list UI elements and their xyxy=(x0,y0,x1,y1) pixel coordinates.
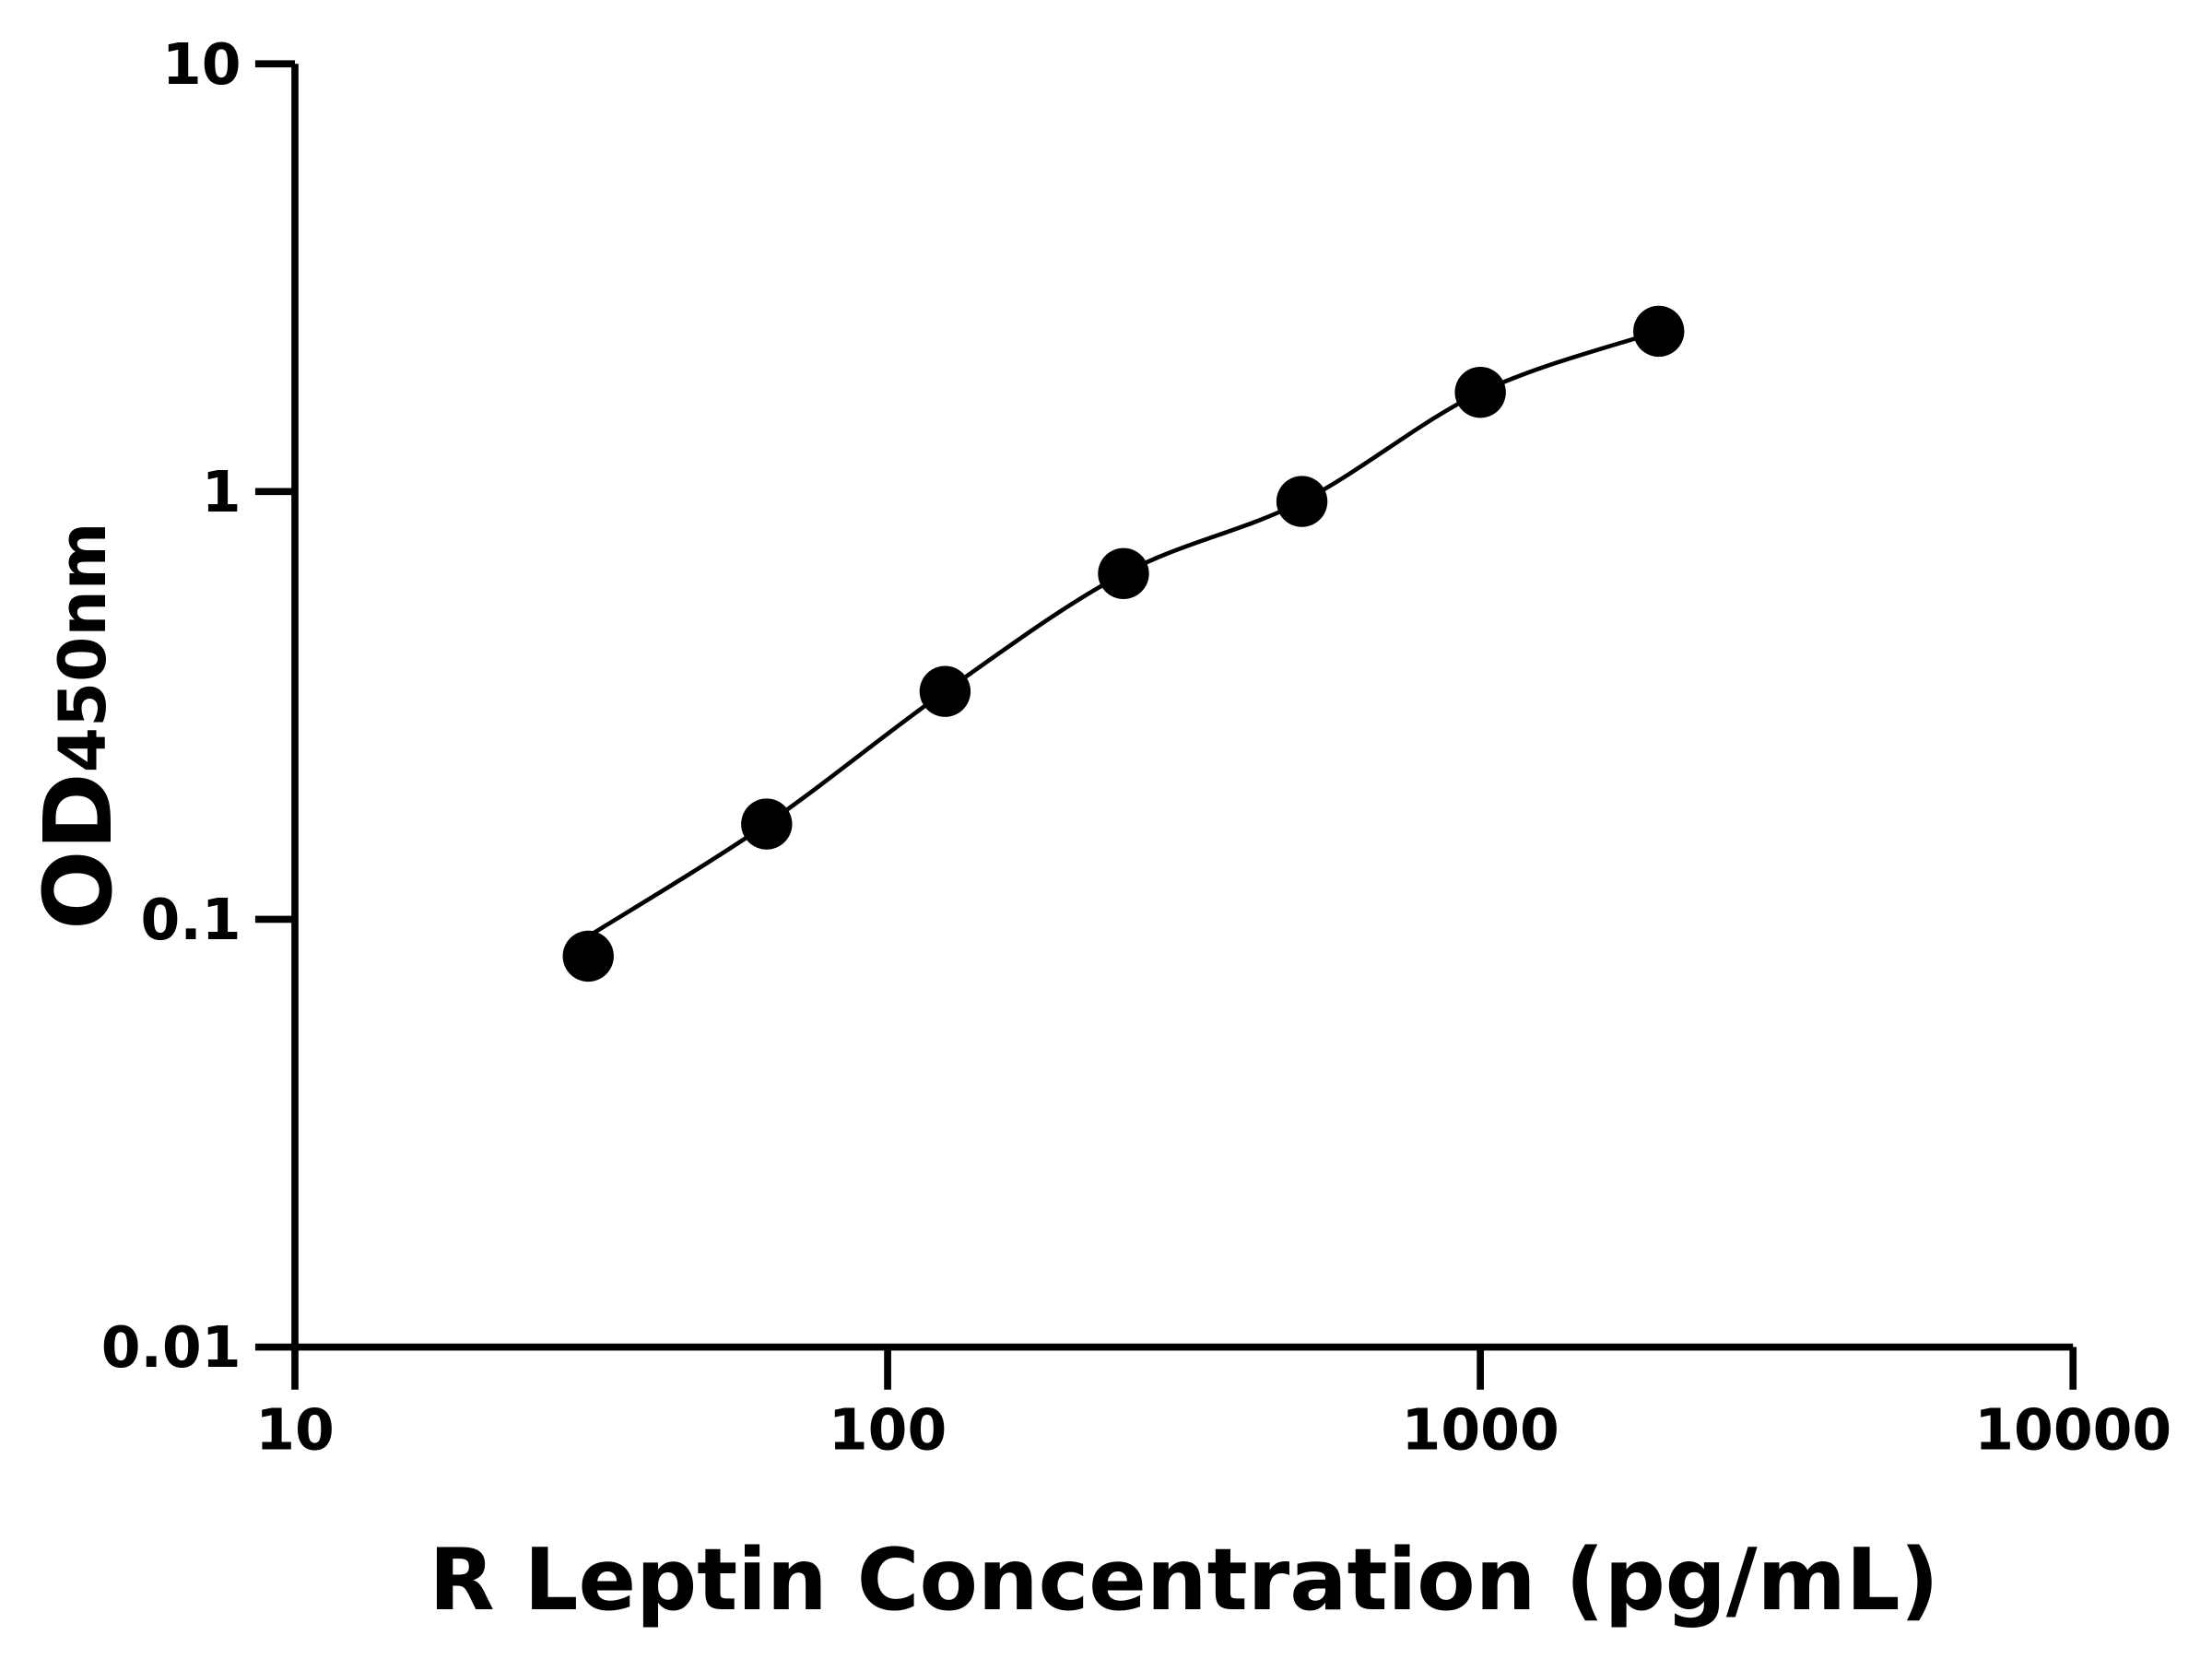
data-point xyxy=(1098,547,1149,600)
data-point xyxy=(1454,366,1506,418)
x-tick-label: 10000 xyxy=(1974,1396,2171,1463)
y-tick-label: 10 xyxy=(162,31,241,98)
y-axis-label-subscript: 450nm xyxy=(44,523,121,773)
y-axis-label: OD450nm xyxy=(24,523,133,930)
data-point xyxy=(1276,476,1328,527)
x-tick-label: 10 xyxy=(255,1396,335,1463)
y-tick-label: 1 xyxy=(202,459,241,525)
y-tick-label: 0.01 xyxy=(101,1314,241,1381)
data-point xyxy=(919,665,971,717)
data-point xyxy=(1633,305,1685,358)
fit-curve-group xyxy=(586,329,1660,938)
x-axis-label: R Leptin Concentration (pg/mL) xyxy=(429,1530,1938,1630)
axes: 10 100 1000 10000 0.01 0.1 1 10 xyxy=(101,31,2171,1464)
data-point xyxy=(562,930,614,982)
x-tick-label: 100 xyxy=(829,1396,947,1463)
data-point xyxy=(741,798,793,850)
y-tick-label: 0.1 xyxy=(141,887,241,953)
x-tick-label: 1000 xyxy=(1402,1396,1559,1463)
y-axis-label-main: OD xyxy=(24,772,133,930)
fit-curve xyxy=(586,329,1660,938)
data-points xyxy=(562,305,1685,982)
